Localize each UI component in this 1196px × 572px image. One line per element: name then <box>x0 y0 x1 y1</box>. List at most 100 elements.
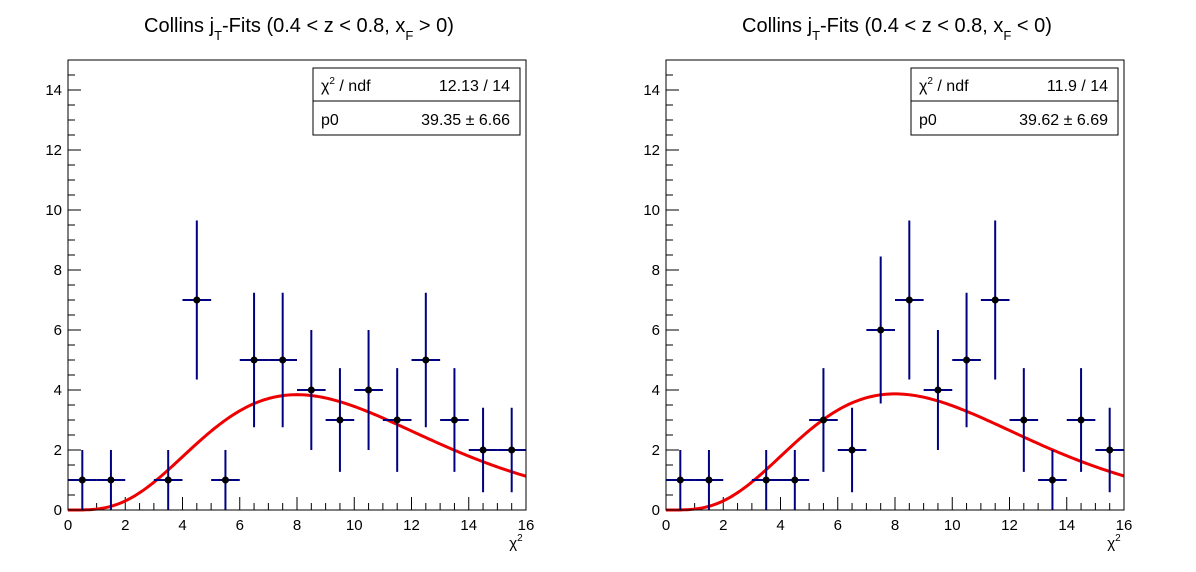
data-point <box>96 450 126 510</box>
x-axis-label: χ2 <box>1107 533 1121 552</box>
plot-frame <box>665 59 1125 511</box>
chart-title: Collins jT-Fits (0.4 < z < 0.8, xF > 0) <box>144 15 454 43</box>
x-tick-label: 4 <box>178 517 186 534</box>
data-point <box>952 292 981 428</box>
marker <box>905 296 913 304</box>
data-point <box>182 220 212 380</box>
stats-chi2-value: 12.13 / 14 <box>439 78 510 95</box>
marker <box>365 386 373 394</box>
marker <box>393 416 401 424</box>
data-point <box>694 450 724 510</box>
data-point <box>440 368 469 472</box>
marker <box>1106 446 1114 454</box>
y-tick-label: 10 <box>643 202 660 219</box>
data-point <box>354 330 383 450</box>
plot-area: 0 2 4 6 8 10 12 14 16 0 2 4 6 8 10 12 14 <box>45 59 534 534</box>
marker <box>791 476 799 484</box>
x-tick-label: 8 <box>293 517 301 534</box>
plot-area: 0 2 4 6 8 10 12 14 16 0 2 4 6 8 10 12 14 <box>643 59 1133 534</box>
x-tick-label: 0 <box>64 517 72 534</box>
x-tick-label: 10 <box>346 517 363 534</box>
marker <box>78 476 86 484</box>
marker <box>279 356 287 364</box>
chart-title: Collins jT-Fits (0.4 < z < 0.8, xF < 0) <box>742 15 1052 43</box>
x-tick-label: 14 <box>460 517 477 534</box>
data-point <box>751 450 781 510</box>
data-point <box>297 330 326 450</box>
marker <box>508 446 516 454</box>
chart-panel-left: Collins jT-Fits (0.4 < z < 0.8, xF > 0) … <box>45 15 534 552</box>
y-tick-label: 8 <box>54 262 62 279</box>
x-tick-label: 4 <box>776 517 784 534</box>
data-point <box>895 220 924 380</box>
data-point <box>923 330 953 450</box>
stats-box: χ2 / ndf 11.9 / 14 p0 39.62 ± 6.69 <box>910 67 1119 136</box>
stats-p0-value: 39.62 ± 6.69 <box>1019 112 1108 129</box>
marker <box>991 296 999 304</box>
data-point <box>780 450 810 510</box>
data-point <box>468 407 498 493</box>
marker <box>1077 416 1085 424</box>
data-point <box>325 368 355 472</box>
data-point <box>153 450 183 510</box>
data-point <box>239 292 269 428</box>
chart-left: Collins jT-Fits (0.4 < z < 0.8, xF > 0) … <box>45 15 534 552</box>
marker <box>705 476 713 484</box>
marker <box>848 446 856 454</box>
y-tick-label: 4 <box>652 382 660 399</box>
data-point <box>1038 450 1067 510</box>
x-tick-label: 10 <box>944 517 961 534</box>
stats-box: χ2 / ndf 12.13 / 14 p0 39.35 ± 6.66 <box>312 67 521 136</box>
marker <box>1020 416 1028 424</box>
marker <box>250 356 258 364</box>
fit-curve <box>68 393 527 512</box>
y-tick-label: 6 <box>54 322 62 339</box>
y-tick-label: 2 <box>54 442 62 459</box>
fit-curve <box>666 392 1125 512</box>
data-point <box>68 450 97 510</box>
y-tick-label: 14 <box>643 82 660 99</box>
data-point <box>1066 368 1096 472</box>
marker <box>193 296 201 304</box>
data-point <box>666 450 695 510</box>
x-tick-label: 12 <box>403 517 420 534</box>
chart-right: Collins jT-Fits (0.4 < z < 0.8, xF < 0) … <box>643 15 1133 552</box>
stats-chi2-value: 11.9 / 14 <box>1047 78 1108 95</box>
marker <box>676 476 684 484</box>
stats-p0-label: p0 <box>321 112 339 129</box>
x-tick-label: 12 <box>1001 517 1018 534</box>
marker <box>963 356 971 364</box>
y-tick-label: 0 <box>54 502 62 519</box>
y-tick-label: 8 <box>652 262 660 279</box>
plot-frame <box>67 59 527 511</box>
data-point <box>268 292 297 428</box>
marker <box>762 476 770 484</box>
data-point <box>411 292 441 428</box>
x-axis-label: χ2 <box>509 533 523 552</box>
data-point <box>1095 407 1124 493</box>
x-tick-label: 16 <box>1116 517 1133 534</box>
marker <box>877 326 885 334</box>
marker <box>107 476 115 484</box>
marker <box>934 386 942 394</box>
marker <box>479 446 487 454</box>
chart-panel-right: Collins jT-Fits (0.4 < z < 0.8, xF < 0) … <box>598 0 1196 572</box>
y-tick-label: 14 <box>45 82 62 99</box>
x-tick-label: 2 <box>121 517 129 534</box>
x-tick-label: 6 <box>236 517 244 534</box>
y-tick-label: 12 <box>643 142 660 159</box>
stats-p0-value: 39.35 ± 6.66 <box>421 112 510 129</box>
marker <box>164 476 172 484</box>
data-point <box>837 407 867 493</box>
data-point <box>866 256 895 404</box>
x-tick-label: 6 <box>834 517 842 534</box>
x-tick-label: 8 <box>891 517 899 534</box>
data-point <box>382 368 412 472</box>
marker <box>307 386 315 394</box>
stats-chi2-label: χ2 / ndf <box>321 76 371 95</box>
data-point <box>1009 368 1039 472</box>
x-tick-label: 14 <box>1058 517 1075 534</box>
y-tick-label: 4 <box>54 382 62 399</box>
y-tick-label: 12 <box>45 142 62 159</box>
marker <box>819 416 827 424</box>
